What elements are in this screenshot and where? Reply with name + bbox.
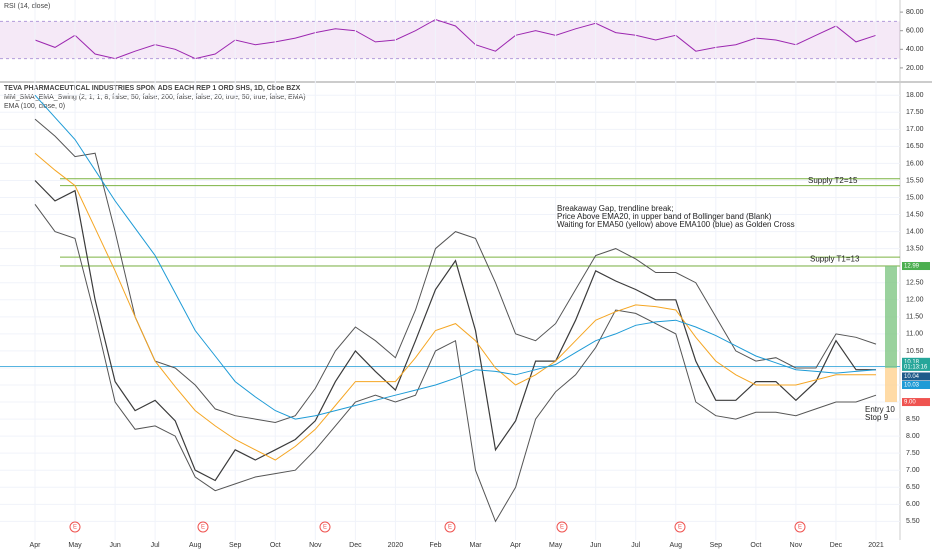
x-tick-label: Sep: [710, 542, 723, 549]
price-badge-label: 01:13:16: [904, 365, 928, 371]
x-tick-label: Jun: [109, 542, 120, 549]
y-tick-label: 11.00: [906, 331, 923, 338]
y-tick-label: 13.50: [906, 245, 924, 252]
y-tick-label: 17.00: [906, 126, 924, 133]
x-tick-label: Feb: [429, 542, 441, 549]
earnings-marker: [69, 521, 81, 533]
earnings-marker: [197, 521, 209, 533]
earnings-label: E: [73, 525, 77, 531]
y-tick-label: 8.00: [906, 433, 920, 440]
x-tick-label: Dec: [830, 542, 843, 549]
y-tick-label: 60.00: [906, 28, 924, 35]
y-tick-label: 20.00: [906, 65, 924, 72]
price-badge: [902, 398, 930, 407]
y-tick-label: 6.00: [906, 501, 920, 508]
series-line: [34, 118, 877, 424]
earnings-marker: [444, 521, 456, 533]
earnings-marker: [319, 521, 331, 533]
series-line: [34, 18, 877, 60]
price-badge-label: 10.03: [904, 383, 920, 389]
x-tick-label: Jun: [590, 542, 601, 549]
x-tick-label: Jul: [151, 542, 160, 549]
x-tick-label: Aug: [189, 542, 202, 549]
x-tick-label: May: [549, 542, 563, 549]
x-tick-label: Sep: [229, 542, 242, 549]
x-tick-label: Apr: [510, 542, 522, 549]
price-badge-label: 10.18: [904, 359, 920, 365]
x-tick-label: Oct: [270, 542, 281, 549]
earnings-marker: [794, 521, 806, 533]
series-line: [34, 180, 876, 482]
y-tick-label: 14.50: [906, 211, 924, 218]
target-zone: [885, 266, 897, 368]
earnings-label: E: [323, 525, 327, 531]
y-tick-label: 18.00: [906, 92, 924, 99]
x-tick-label: Apr: [30, 542, 42, 549]
x-tick-label: Dec: [349, 542, 362, 549]
price-badge: [902, 357, 930, 366]
y-tick-label: 7.00: [906, 467, 920, 474]
rsi-title: RSI (14, close): [4, 3, 50, 10]
x-tick-label: Mar: [469, 542, 482, 549]
stop-label: Stop 9: [865, 413, 889, 422]
y-tick-label: 15.50: [906, 177, 924, 184]
y-tick-label: 10.50: [906, 348, 924, 355]
zone-label: Supply T2=15: [808, 176, 858, 185]
annotation: Breakaway Gap, trendline break;: [557, 204, 674, 213]
price-badge: [902, 372, 930, 381]
x-tick-label: Jul: [631, 542, 640, 549]
x-tick-label: Nov: [309, 542, 322, 549]
zone-label: Supply T1=13: [810, 254, 860, 263]
annotation: Price Above EMA20, in upper band of Boll…: [557, 212, 772, 221]
y-tick-label: 12.00: [906, 297, 924, 304]
price-badge: [902, 262, 930, 271]
series-line: [34, 94, 877, 420]
x-tick-label: May: [68, 542, 82, 549]
y-tick-label: 80.00: [906, 9, 924, 16]
y-tick-label: 16.50: [906, 143, 924, 150]
x-tick-label: 2020: [388, 542, 404, 549]
earnings-label: E: [201, 525, 205, 531]
x-tick-label: Oct: [750, 542, 761, 549]
y-tick-label: 6.50: [906, 484, 920, 491]
price-badge-label: 9.00: [904, 400, 916, 406]
series-line: [34, 204, 877, 523]
price-badge-label: 10.04: [904, 374, 920, 380]
annotation: Waiting for EMA50 (yellow) above EMA100 …: [557, 220, 795, 229]
series-line: [34, 152, 876, 461]
price-badge: [902, 362, 930, 371]
y-tick-label: 12.50: [906, 280, 924, 287]
chart-title: TEVA PHARMACEUTICAL INDUSTRIES SPON ADS …: [4, 85, 301, 92]
earnings-label: E: [448, 525, 452, 531]
x-tick-label: Nov: [790, 542, 803, 549]
y-tick-label: 11.50: [906, 314, 923, 321]
y-tick-label: 8.50: [906, 416, 920, 423]
stop-zone: [885, 367, 897, 403]
y-tick-label: 7.50: [906, 450, 920, 457]
earnings-label: E: [678, 525, 682, 531]
y-tick-label: 15.00: [906, 194, 924, 201]
price-badge: [902, 381, 930, 389]
x-tick-label: 2021: [868, 542, 884, 549]
earnings-label: E: [560, 525, 564, 531]
x-tick-label: Aug: [670, 542, 683, 549]
earnings-marker: [674, 521, 686, 533]
y-tick-label: 17.50: [906, 109, 924, 116]
entry-label: Entry 10: [865, 405, 895, 414]
y-tick-label: 14.00: [906, 228, 924, 235]
y-tick-label: 5.50: [906, 518, 920, 525]
y-tick-label: 40.00: [906, 46, 924, 53]
earnings-label: E: [798, 525, 802, 531]
earnings-marker: [556, 521, 568, 533]
price-badge-label: 12.99: [904, 264, 920, 270]
y-tick-label: 16.00: [906, 160, 924, 167]
rsi-band: [0, 21, 900, 59]
